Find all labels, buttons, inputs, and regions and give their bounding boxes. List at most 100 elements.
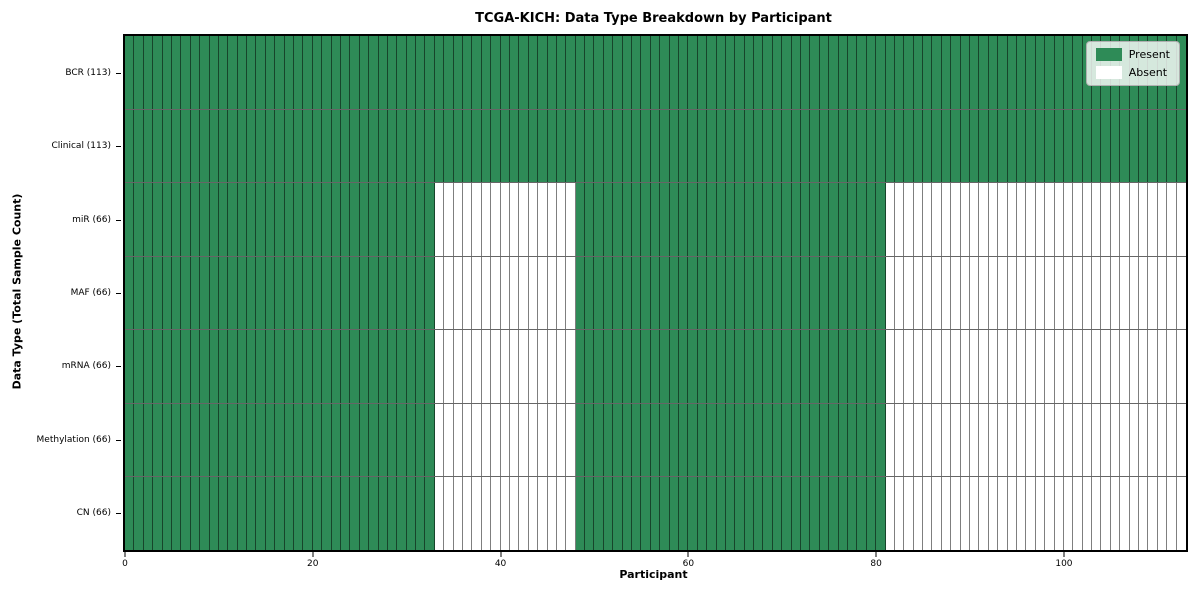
- matrix-cell-present: [1016, 109, 1027, 183]
- matrix-cell-present: [463, 109, 473, 183]
- matrix-cell-present: [819, 109, 830, 183]
- x-tick-mark: [312, 552, 314, 557]
- matrix-cell-absent: [970, 477, 980, 551]
- matrix-cell-present: [707, 256, 717, 330]
- matrix-cell-present: [725, 477, 736, 551]
- y-tick-mark: [116, 146, 121, 148]
- matrix-cell-present: [1101, 109, 1111, 183]
- matrix-cell-absent: [1167, 183, 1177, 256]
- matrix-cell-present: [425, 109, 435, 183]
- matrix-cell-present: [406, 109, 417, 183]
- matrix-cell-present: [397, 403, 407, 477]
- matrix-cell-present: [575, 256, 586, 330]
- matrix-cell-present: [378, 256, 388, 330]
- matrix-cell-present: [791, 330, 802, 403]
- matrix-cell-absent: [1035, 403, 1046, 477]
- matrix-cell-present: [1035, 109, 1046, 183]
- matrix-cell-absent: [885, 403, 895, 477]
- matrix-cell-present: [613, 183, 623, 256]
- matrix-cell-absent: [500, 403, 510, 477]
- matrix-cell-present: [416, 183, 426, 256]
- matrix-cell-present: [603, 36, 614, 109]
- matrix-cell-present: [340, 330, 351, 403]
- matrix-cell-present: [857, 109, 867, 183]
- matrix-cell-present: [331, 403, 341, 477]
- matrix-cell-present: [247, 330, 257, 403]
- matrix-cell-present: [697, 256, 708, 330]
- matrix-cell-absent: [1176, 183, 1186, 256]
- matrix-cell-present: [284, 403, 294, 477]
- matrix-cell-present: [463, 36, 473, 109]
- matrix-cell-present: [369, 330, 379, 403]
- y-tick-area: BCR (113) Clinical (113) miR (66) MAF (66) m…: [0, 36, 123, 550]
- matrix-cell-absent: [1026, 477, 1036, 551]
- matrix-cell-present: [772, 183, 783, 256]
- matrix-cell-absent: [434, 256, 445, 330]
- matrix-cell-absent: [1176, 403, 1186, 477]
- matrix-cell-absent: [913, 256, 924, 330]
- matrix-cell-absent: [1082, 256, 1093, 330]
- matrix-cell-present: [209, 256, 219, 330]
- matrix-cell-present: [885, 36, 895, 109]
- matrix-cell-present: [632, 403, 642, 477]
- matrix-cell-present: [585, 36, 595, 109]
- matrix-cell-present: [678, 403, 689, 477]
- matrix-cell-absent: [1092, 183, 1102, 256]
- x-tick-label: 0: [122, 559, 128, 569]
- matrix-row: [125, 330, 1186, 404]
- matrix-cell-present: [218, 403, 229, 477]
- matrix-cell-present: [303, 330, 313, 403]
- matrix-cell-present: [707, 109, 717, 183]
- matrix-cell-present: [350, 109, 360, 183]
- matrix-cell-present: [876, 256, 886, 330]
- matrix-cell-present: [782, 109, 792, 183]
- matrix-cell-present: [801, 477, 811, 551]
- matrix-cell-present: [866, 477, 877, 551]
- matrix-cell-absent: [472, 330, 482, 403]
- matrix-cell-present: [641, 109, 651, 183]
- matrix-cell-absent: [1073, 330, 1083, 403]
- matrix-cell-absent: [988, 330, 999, 403]
- matrix-cell-present: [594, 403, 604, 477]
- matrix-cell-present: [444, 36, 454, 109]
- matrix-cell-absent: [491, 330, 501, 403]
- matrix-cell-absent: [960, 256, 971, 330]
- y-tick-label: CN (66): [76, 508, 111, 519]
- matrix-cell-present: [754, 36, 764, 109]
- matrix-cell-present: [876, 477, 886, 551]
- matrix-cell-present: [359, 403, 370, 477]
- matrix-cell-present: [369, 256, 379, 330]
- matrix-cell-present: [763, 183, 773, 256]
- matrix-cell-present: [444, 109, 454, 183]
- matrix-cell-present: [876, 109, 886, 183]
- matrix-cell-present: [303, 109, 313, 183]
- matrix-cell-absent: [1110, 256, 1121, 330]
- matrix-cell-present: [312, 36, 323, 109]
- matrix-cell-present: [143, 256, 154, 330]
- matrix-cell-present: [303, 477, 313, 551]
- matrix-cell-present: [397, 183, 407, 256]
- matrix-cell-present: [847, 330, 858, 403]
- matrix-cell-present: [134, 183, 144, 256]
- matrix-cell-present: [200, 36, 210, 109]
- matrix-cell-present: [725, 403, 736, 477]
- matrix-cell-present: [782, 403, 792, 477]
- y-tick-mark: [116, 293, 121, 294]
- legend-swatch-absent: [1095, 66, 1122, 79]
- matrix-cell-absent: [1045, 403, 1055, 477]
- matrix-cell-present: [838, 36, 848, 109]
- matrix-cell-present: [1082, 109, 1093, 183]
- matrix-cell-present: [829, 330, 839, 403]
- matrix-cell-present: [275, 477, 285, 551]
- matrix-cell-present: [322, 36, 332, 109]
- matrix-cell-absent: [472, 256, 482, 330]
- matrix-cell-present: [312, 477, 323, 551]
- matrix-cell-present: [716, 477, 726, 551]
- matrix-cell-absent: [1120, 477, 1130, 551]
- matrix-cell-absent: [500, 477, 510, 551]
- matrix-cell-absent: [481, 330, 492, 403]
- matrix-cell-absent: [1035, 477, 1046, 551]
- matrix-cell-present: [725, 109, 736, 183]
- matrix-cell-present: [847, 477, 858, 551]
- matrix-cell-present: [331, 330, 341, 403]
